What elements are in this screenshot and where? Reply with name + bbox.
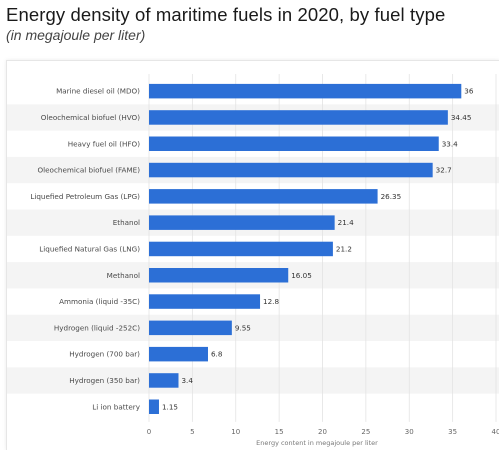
category-label: Oleochemical biofuel (FAME) (37, 166, 140, 175)
data-label: 21.4 (338, 218, 354, 227)
data-label: 9.55 (235, 323, 251, 332)
data-label: 26.35 (381, 192, 402, 201)
bar (149, 268, 289, 283)
category-label: Liquefied Natural Gas (LNG) (39, 244, 140, 253)
category-label: Hydrogen (350 bar) (69, 376, 140, 385)
bar (149, 373, 179, 388)
chart-title: Energy density of maritime fuels in 2020… (6, 4, 446, 25)
chart-panel: Marine diesel oil (MDO) 36 Oleochemical bi… (6, 60, 499, 450)
data-label: 21.2 (336, 244, 352, 253)
row-band (7, 367, 499, 394)
x-tick-label: 35 (448, 428, 457, 436)
bar (149, 136, 439, 151)
data-label: 16.05 (291, 271, 312, 280)
data-label: 3.4 (181, 376, 193, 385)
x-tick-label: 5 (190, 428, 194, 436)
category-label: Oleochemical biofuel (HVO) (41, 113, 140, 122)
data-label: 6.8 (211, 350, 223, 359)
category-label: Heavy fuel oil (HFO) (68, 139, 140, 148)
data-label: 32.7 (436, 166, 452, 175)
x-tick-label: 25 (361, 428, 370, 436)
category-label: Hydrogen (liquid -252C) (54, 323, 140, 332)
bar (149, 189, 378, 204)
bar (149, 215, 335, 230)
category-label: Li ion battery (92, 402, 141, 411)
bar (149, 320, 232, 336)
data-label: 33.4 (442, 139, 458, 148)
category-label: Ethanol (113, 218, 140, 227)
row-band (7, 314, 499, 341)
category-label: Methanol (107, 271, 140, 280)
bar (149, 110, 448, 125)
data-label: 34.45 (451, 113, 472, 122)
x-tick-label: 10 (231, 428, 240, 436)
x-tick-label: 15 (275, 428, 284, 436)
x-tick-label: 20 (318, 428, 327, 436)
bar (149, 399, 159, 414)
x-tick-label: 30 (405, 428, 414, 436)
data-label: 12.8 (263, 297, 279, 306)
bar (149, 241, 333, 257)
category-label: Ammonia (liquid -35C) (59, 297, 140, 306)
bar (149, 83, 462, 99)
data-label: 36 (464, 87, 474, 96)
bar-chart: Marine diesel oil (MDO) 36 Oleochemical bi… (7, 74, 499, 447)
bar (149, 294, 261, 309)
chart-subtitle: (in megajoule per liter) (6, 27, 146, 43)
category-label: Marine diesel oil (MDO) (56, 87, 140, 96)
bar (149, 346, 208, 362)
x-tick-label: 0 (147, 428, 151, 436)
category-label: Liquefied Petroleum Gas (LPG) (30, 192, 140, 201)
x-tick-label: 40 (492, 428, 499, 436)
bar (149, 162, 433, 178)
category-label: Hydrogen (700 bar) (69, 350, 140, 359)
x-axis-label: Energy content in megajoule per liter (256, 439, 378, 447)
data-label: 1.15 (162, 402, 178, 411)
